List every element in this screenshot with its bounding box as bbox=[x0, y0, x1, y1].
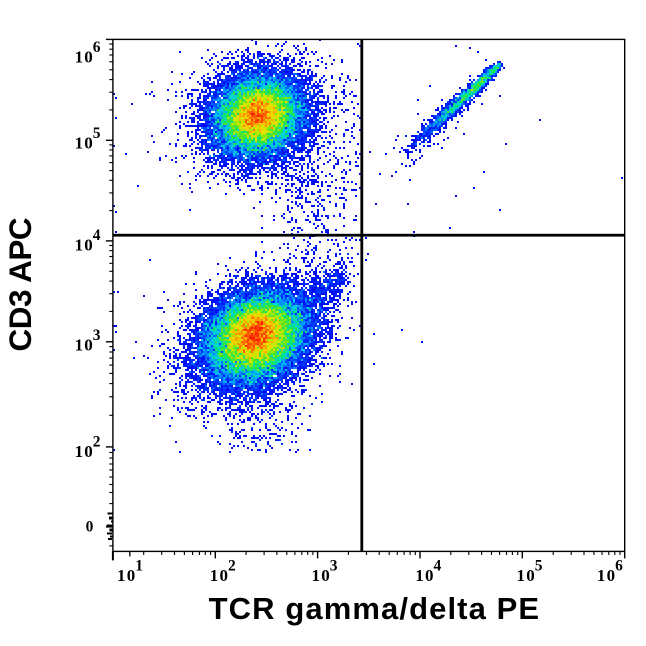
svg-text:2: 2 bbox=[228, 557, 236, 574]
svg-text:5: 5 bbox=[93, 125, 101, 142]
svg-text:4: 4 bbox=[93, 227, 101, 244]
svg-text:TCR gamma/delta PE: TCR gamma/delta PE bbox=[209, 591, 541, 626]
svg-text:10: 10 bbox=[415, 566, 434, 585]
svg-text:1: 1 bbox=[135, 557, 143, 574]
svg-text:CD3 APC: CD3 APC bbox=[2, 218, 38, 352]
svg-text:10: 10 bbox=[117, 566, 136, 585]
svg-text:10: 10 bbox=[75, 235, 94, 254]
svg-text:2: 2 bbox=[93, 434, 101, 451]
svg-text:10: 10 bbox=[75, 134, 94, 153]
svg-text:10: 10 bbox=[210, 566, 229, 585]
svg-text:10: 10 bbox=[597, 566, 616, 585]
svg-text:10: 10 bbox=[75, 336, 94, 355]
svg-text:10: 10 bbox=[75, 442, 94, 461]
svg-text:5: 5 bbox=[535, 557, 543, 574]
svg-text:3: 3 bbox=[330, 557, 338, 574]
svg-text:3: 3 bbox=[93, 327, 101, 344]
svg-text:10: 10 bbox=[517, 566, 536, 585]
svg-text:6: 6 bbox=[615, 557, 623, 574]
svg-text:4: 4 bbox=[434, 557, 442, 574]
svg-text:6: 6 bbox=[93, 39, 101, 56]
svg-text:10: 10 bbox=[75, 48, 94, 67]
svg-text:10: 10 bbox=[312, 566, 331, 585]
svg-text:0: 0 bbox=[86, 518, 94, 535]
